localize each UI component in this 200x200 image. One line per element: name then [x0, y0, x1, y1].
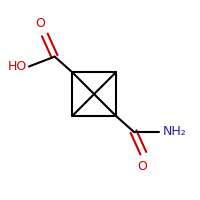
Text: O: O [137, 160, 147, 173]
Text: NH₂: NH₂ [163, 125, 187, 138]
Text: HO: HO [7, 60, 27, 73]
Text: O: O [35, 17, 45, 30]
